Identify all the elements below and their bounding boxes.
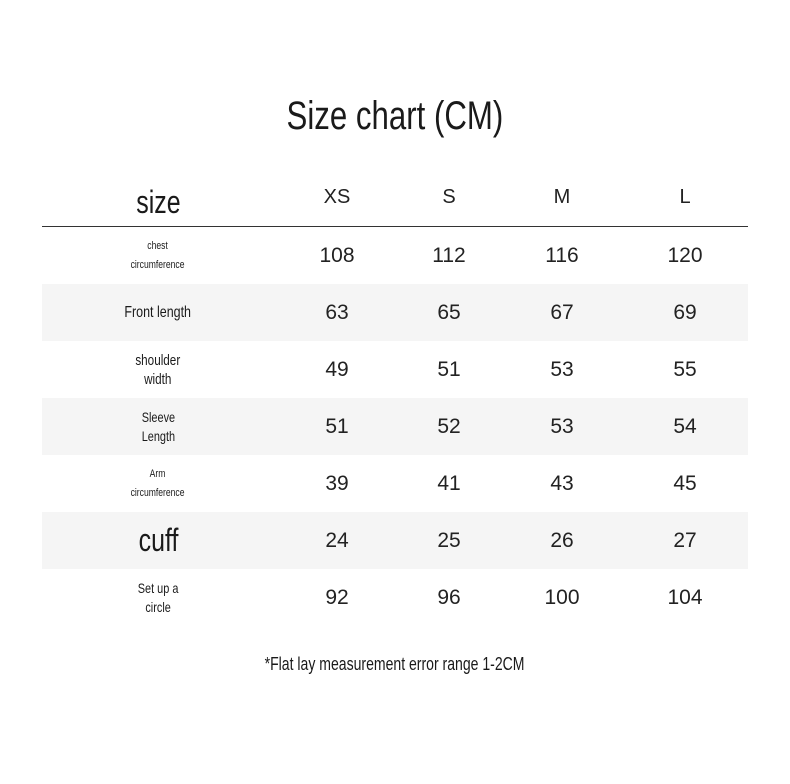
footnote-text: *Flat lay measurement error range 1-2CM xyxy=(265,654,525,674)
table-cell: 25 xyxy=(437,528,461,552)
table-cell: 100 xyxy=(544,585,580,609)
table-cell: 51 xyxy=(437,357,461,381)
table-cell: 65 xyxy=(437,300,461,324)
row-label-text: Front length xyxy=(125,303,192,322)
table-row: Sleeve Length 51 52 53 54 xyxy=(42,398,748,455)
table-cell: 51 xyxy=(325,414,349,438)
table-cell: 54 xyxy=(673,414,697,438)
table-cell: 53 xyxy=(550,414,574,438)
row-label-text: cuff xyxy=(138,522,178,558)
table-row: chest circumference 108 112 116 120 xyxy=(42,227,748,284)
table-row: shoulder width 49 51 53 55 xyxy=(42,341,748,398)
size-header-text: size xyxy=(135,184,181,220)
size-s: S xyxy=(442,186,456,208)
table-cell: 39 xyxy=(325,471,349,495)
table-cell: 69 xyxy=(673,300,697,324)
table-row: Front length 63 65 67 69 xyxy=(42,284,748,341)
row-label-line: circle xyxy=(145,598,171,615)
table-cell: 55 xyxy=(673,357,697,381)
table-cell: 67 xyxy=(550,300,574,324)
table-cell: 27 xyxy=(673,528,697,552)
table-cell: 112 xyxy=(432,243,466,267)
row-label-text: Sleeve Length xyxy=(141,408,174,446)
table-cell: 26 xyxy=(550,528,574,552)
size-l: L xyxy=(679,186,691,208)
row-label-line: chest xyxy=(147,239,169,252)
table-cell: 116 xyxy=(545,243,579,267)
table-cell: 24 xyxy=(325,528,349,552)
row-label-line: Length xyxy=(141,427,175,444)
table-header: size XS S M L xyxy=(42,176,748,227)
table-cell: 120 xyxy=(667,243,703,267)
row-label: Arm circumference xyxy=(108,455,208,512)
row-label-line: Arm xyxy=(150,467,166,480)
row-label-line: width xyxy=(144,370,172,388)
row-label-text: Arm circumference xyxy=(131,465,185,503)
table-cell: 63 xyxy=(325,300,349,324)
footnote: *Flat lay measurement error range 1-2CM xyxy=(0,654,790,675)
row-label-line: cuff xyxy=(138,522,178,558)
row-label-line: circumference xyxy=(131,486,185,499)
table-cell: 96 xyxy=(437,585,461,609)
size-header: size xyxy=(108,184,208,221)
row-label: Set up a circle xyxy=(108,569,208,626)
table-cell: 49 xyxy=(325,357,349,381)
table-row: cuff 24 25 26 27 xyxy=(42,512,748,569)
page-title: Size chart (CM) xyxy=(0,94,790,139)
row-label-line: Front length xyxy=(124,304,192,321)
row-label: cuff xyxy=(108,512,208,569)
row-label-line: circumference xyxy=(131,258,185,271)
table-cell: 108 xyxy=(319,243,355,267)
row-label-line: shoulder xyxy=(135,351,181,369)
row-label: shoulder width xyxy=(108,341,208,398)
table-cell: 43 xyxy=(550,471,574,495)
row-label: chest circumference xyxy=(108,227,208,284)
row-label: Front length xyxy=(108,284,208,341)
table-cell: 104 xyxy=(667,585,703,609)
row-label-line: Sleeve xyxy=(141,408,175,425)
size-m: M xyxy=(553,186,571,208)
table-cell: 53 xyxy=(550,357,574,381)
row-label-text: chest circumference xyxy=(131,237,185,275)
table-cell: 52 xyxy=(437,414,461,438)
table-cell: 45 xyxy=(673,471,697,495)
table-cell: 41 xyxy=(437,471,461,495)
row-label-text: shoulder width xyxy=(136,351,181,389)
title-text: Size chart (CM) xyxy=(286,94,504,138)
table-cell: 92 xyxy=(325,585,349,609)
row-label-line: Set up a xyxy=(137,579,179,596)
row-label: Sleeve Length xyxy=(108,398,208,455)
size-xs: XS xyxy=(323,186,351,208)
table-row: Arm circumference 39 41 43 45 xyxy=(42,455,748,512)
row-label-text: Set up a circle xyxy=(138,579,179,617)
table-row: Set up a circle 92 96 100 104 xyxy=(42,569,748,626)
